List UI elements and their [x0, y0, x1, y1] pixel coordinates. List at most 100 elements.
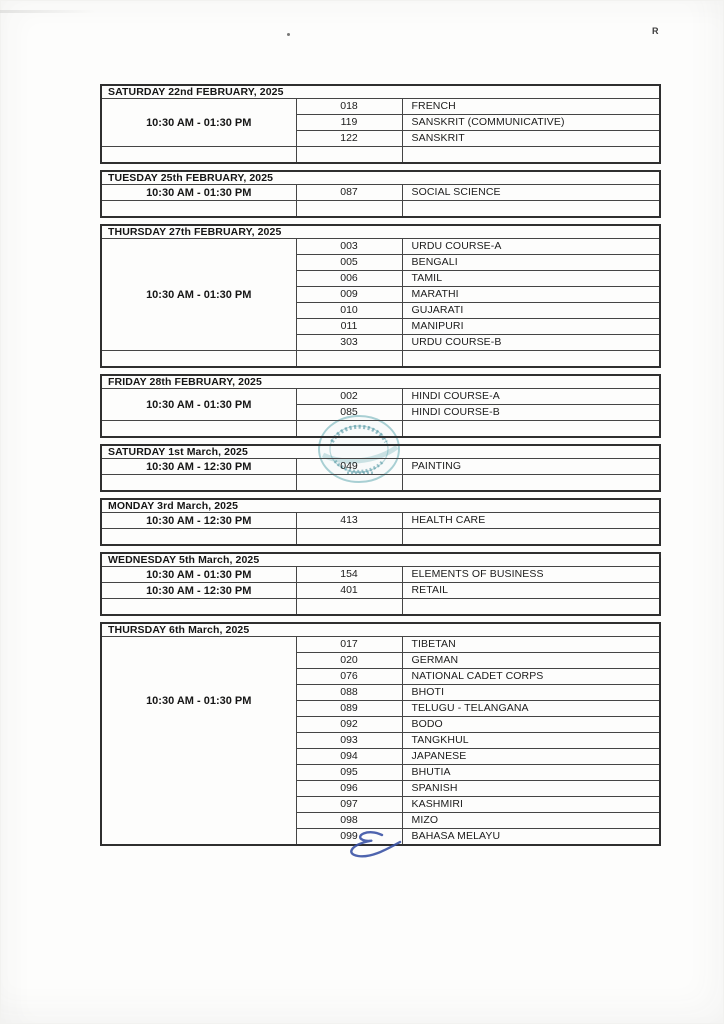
subject-name: URDU COURSE-A [401, 238, 661, 255]
subject-row: 10:30 AM - 01:30 PM 003 URDU COURSE-A [100, 238, 661, 351]
subject-name: BODO [401, 716, 661, 733]
subject-code: 011 [295, 318, 403, 335]
subject-row: 097 KASHMIRI [101, 796, 661, 813]
exam-section: MONDAY 3rd March, 2025 10:30 AM - 12:30 P… [100, 498, 661, 546]
subject-row: 10:30 AM - 12:30 PM 401 RETAIL [100, 582, 661, 599]
subject-code: 097 [295, 796, 403, 813]
date-row: TUESDAY 25th FEBRUARY, 2025 [100, 170, 661, 185]
time-slot: 10:30 AM - 12:30 PM [100, 582, 297, 599]
ink-signature [350, 831, 402, 858]
subject-code: 088 [295, 684, 403, 701]
empty-row [100, 474, 661, 492]
subject-row: 093 TANGKHUL [101, 732, 661, 749]
subject-code: 122 [295, 130, 403, 147]
subject-code: 005 [295, 254, 403, 271]
subject-row: 10:30 AM - 12:30 PM 049 PAINTING [100, 458, 661, 475]
time-slot: 10:30 AM - 01:30 PM [100, 388, 297, 421]
scan-speck-artifact [287, 33, 290, 36]
time-slot: 10:30 AM - 12:30 PM [100, 458, 297, 475]
empty-row [100, 420, 661, 438]
subject-code: 303 [295, 334, 403, 351]
subject-code: 085 [295, 404, 403, 421]
empty-cell [401, 598, 661, 616]
empty-cell [100, 528, 297, 546]
empty-row [100, 598, 661, 616]
scan-streak-artifact [0, 10, 96, 13]
empty-cell [295, 598, 403, 616]
date-header: MONDAY 3rd March, 2025 [100, 498, 661, 513]
date-header: WEDNESDAY 5th March, 2025 [100, 552, 661, 567]
subject-code: 095 [295, 764, 403, 781]
subject-name: HEALTH CARE [401, 512, 661, 529]
empty-row [100, 200, 661, 218]
subject-code: 017 [295, 636, 403, 653]
subject-name: SPANISH [401, 780, 661, 797]
empty-cell [401, 474, 661, 492]
subject-name: BHOTI [401, 684, 661, 701]
time-slot: 10:30 AM - 01:30 PM [100, 238, 297, 351]
time-slot: 10:30 AM - 12:30 PM [100, 512, 297, 529]
subject-code: 089 [295, 700, 403, 717]
date-row: SATURDAY 22nd FEBRUARY, 2025 [100, 84, 661, 99]
subject-code: 076 [295, 668, 403, 685]
date-row: WEDNESDAY 5th March, 2025 [100, 552, 661, 567]
subject-code: 049 [295, 458, 403, 475]
timetable: SATURDAY 22nd FEBRUARY, 2025 10:30 AM - 0… [100, 84, 661, 852]
empty-cell [100, 420, 297, 438]
empty-cell [100, 350, 297, 368]
subject-row: 089 TELUGU - TELANGANA [101, 700, 661, 717]
subject-name: RETAIL [401, 582, 661, 599]
subject-name: TANGKHUL [401, 732, 661, 749]
subject-name: BENGALI [401, 254, 661, 271]
date-row: SATURDAY 1st March, 2025 [100, 444, 661, 459]
subject-row: 096 SPANISH [101, 780, 661, 797]
subject-name: MARATHI [401, 286, 661, 303]
subject-name: ELEMENTS OF BUSINESS [401, 566, 661, 583]
subject-name: URDU COURSE-B [401, 334, 661, 351]
date-row: THURSDAY 6th March, 2025 [100, 622, 661, 637]
empty-cell [295, 350, 403, 368]
subject-code: 093 [295, 732, 403, 749]
exam-section: THURSDAY 27th FEBRUARY, 2025 10:30 AM - 0… [100, 224, 661, 368]
subject-row: 10:30 AM - 01:30 PM 154 ELEMENTS OF BUSINE… [100, 566, 661, 583]
subject-code: 096 [295, 780, 403, 797]
empty-cell [100, 598, 297, 616]
empty-cell [401, 146, 661, 164]
date-row: THURSDAY 27th FEBRUARY, 2025 [100, 224, 661, 239]
subject-name: JAPANESE [401, 748, 661, 765]
subject-name: MIZO [401, 812, 661, 829]
subject-row: 10:30 AM - 01:30 PM 018 FRENCH [100, 98, 661, 147]
time-slot: 10:30 AM - 01:30 PM [100, 184, 297, 201]
subject-row: 011 MANIPURI [101, 318, 661, 335]
subject-row: 020 GERMAN [101, 652, 661, 669]
empty-cell [295, 146, 403, 164]
empty-cell [401, 420, 661, 438]
subject-name: TAMIL [401, 270, 661, 287]
date-header: TUESDAY 25th FEBRUARY, 2025 [100, 170, 661, 185]
subject-row: 10:30 AM - 01:30 PM 002 HINDI COURSE-A [100, 388, 661, 421]
date-header: SATURDAY 22nd FEBRUARY, 2025 [100, 84, 661, 99]
subject-row: 10:30 AM - 12:30 PM 413 HEALTH CARE [100, 512, 661, 529]
subject-name: FRENCH [401, 98, 661, 115]
subject-name: SOCIAL SCIENCE [401, 184, 661, 201]
exam-section: WEDNESDAY 5th March, 2025 10:30 AM - 01:3… [100, 552, 661, 616]
subject-code: 401 [295, 582, 403, 599]
empty-cell [100, 146, 297, 164]
empty-row [100, 350, 661, 368]
date-row: MONDAY 3rd March, 2025 [100, 498, 661, 513]
empty-cell [295, 474, 403, 492]
exam-section: SATURDAY 1st March, 2025 10:30 AM - 12:30… [100, 444, 661, 492]
subject-code: 119 [295, 114, 403, 131]
subject-code: 018 [295, 98, 403, 115]
time-slot: 10:30 AM - 01:30 PM [100, 566, 297, 583]
subject-code: 006 [295, 270, 403, 287]
subject-name: PAINTING [401, 458, 661, 475]
exam-section: SATURDAY 22nd FEBRUARY, 2025 10:30 AM - 0… [100, 84, 661, 164]
empty-row [100, 528, 661, 546]
subject-name: GUJARATI [401, 302, 661, 319]
date-header: FRIDAY 28th FEBRUARY, 2025 [100, 374, 661, 389]
empty-cell [295, 528, 403, 546]
subject-name: BHUTIA [401, 764, 661, 781]
subject-name: SANSKRIT (COMMUNICATIVE) [401, 114, 661, 131]
